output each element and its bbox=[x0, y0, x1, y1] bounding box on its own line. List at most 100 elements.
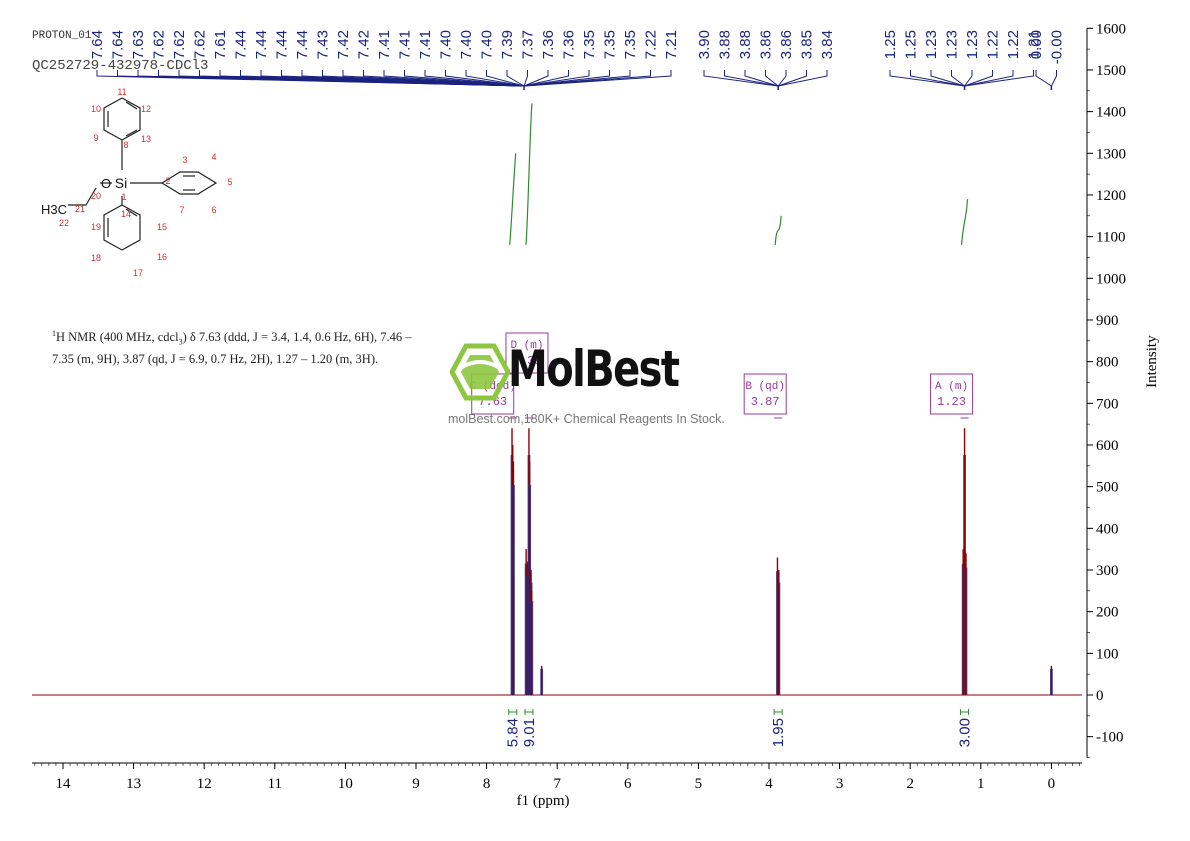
multiplet-box bbox=[505, 332, 549, 374]
x-tick-label: 5 bbox=[695, 776, 703, 792]
peak-label: 7.44 bbox=[253, 30, 270, 59]
peak-label-leader bbox=[889, 70, 965, 87]
y-axis-title: Intensity bbox=[1144, 335, 1160, 388]
atom-number: 15 bbox=[157, 222, 167, 232]
y-tick-label: 1400 bbox=[1096, 105, 1126, 121]
peak-label-leader bbox=[1050, 70, 1057, 87]
peak-label: 1.23 bbox=[964, 30, 981, 59]
peak-label: -0.00 bbox=[1049, 30, 1066, 64]
ethoxy-chain bbox=[68, 187, 97, 206]
y-tick-label: 1500 bbox=[1096, 63, 1126, 79]
double-bond bbox=[125, 101, 138, 110]
peak-label-leader bbox=[486, 70, 525, 87]
nmr-pre: H NMR (400 MHz, cdcl bbox=[56, 330, 179, 345]
peak-label: 1.25 bbox=[903, 30, 920, 59]
atom-number: 20 bbox=[91, 191, 101, 201]
integral-bracket-1 bbox=[524, 709, 534, 715]
peak-label-leader bbox=[910, 70, 965, 87]
phenyl-ring-right bbox=[161, 171, 218, 195]
peak-label: 7.35 bbox=[581, 30, 598, 59]
peak-label: 7.42 bbox=[335, 30, 352, 59]
peak-label: 7.41 bbox=[417, 30, 434, 59]
double-bond bbox=[125, 208, 138, 217]
multiplet-type: A (m) bbox=[935, 381, 968, 393]
peak-label: 7.40 bbox=[458, 30, 475, 59]
peak-label: 7.39 bbox=[499, 30, 516, 59]
watermark-tagline: molBest.com,180K+ Chemical Reagents In S… bbox=[448, 412, 725, 426]
peak-label-leader bbox=[765, 70, 779, 87]
integral-value: 5.84 bbox=[505, 718, 522, 747]
peak-label: 7.40 bbox=[479, 30, 496, 59]
y-tick-label: 300 bbox=[1096, 563, 1119, 579]
integral-value: 3.00 bbox=[957, 718, 974, 747]
peak-label: 7.62 bbox=[151, 30, 168, 59]
x-tick-label: 0 bbox=[1048, 776, 1056, 792]
y-tick-label: 400 bbox=[1096, 521, 1119, 537]
peak-label: 7.44 bbox=[294, 30, 311, 59]
integral-curve-1 bbox=[525, 103, 533, 246]
peak-label: 7.62 bbox=[171, 30, 188, 59]
peak-label-leader bbox=[465, 70, 525, 87]
x-tick-label: 11 bbox=[268, 776, 282, 792]
peak-label-leader bbox=[744, 70, 779, 87]
peak-label-leader bbox=[424, 70, 525, 87]
multiplet-box bbox=[930, 373, 974, 415]
atom-number: 22 bbox=[59, 218, 69, 228]
peak-label: 7.40 bbox=[438, 30, 455, 59]
atom-number: 10 bbox=[91, 104, 101, 114]
peak-label: 7.64 bbox=[110, 30, 127, 59]
atom-number: 19 bbox=[91, 222, 101, 232]
peak-label-leader bbox=[703, 70, 779, 87]
atom-number: 18 bbox=[91, 253, 101, 263]
peak-label-leader bbox=[964, 70, 1014, 87]
peak-label-leader bbox=[724, 70, 779, 87]
multiplet-shift: 1.23 bbox=[937, 395, 966, 409]
peak-label: 3.85 bbox=[799, 30, 816, 59]
peak-label: 1.23 bbox=[944, 30, 961, 59]
peak-label-leader bbox=[1035, 70, 1052, 87]
integral-bracket-0 bbox=[508, 709, 518, 715]
peak-label: 1.21 bbox=[1026, 30, 1043, 59]
y-tick-label: 1100 bbox=[1096, 230, 1125, 246]
peak-label-leader bbox=[523, 70, 569, 87]
atom-number: 5 bbox=[227, 177, 232, 187]
peak-label: 1.25 bbox=[882, 30, 899, 59]
x-tick-label: 8 bbox=[483, 776, 491, 792]
y-tick-label: 1600 bbox=[1096, 21, 1126, 37]
peak-label: 3.84 bbox=[819, 30, 836, 59]
atom-number: 4 bbox=[211, 152, 216, 162]
y-tick-label: 1300 bbox=[1096, 146, 1126, 162]
peak-label: 7.22 bbox=[643, 30, 660, 59]
peak-label-leader bbox=[523, 70, 672, 87]
x-tick-label: 12 bbox=[197, 776, 212, 792]
y-tick-label: -100 bbox=[1096, 730, 1124, 746]
peak-label: 7.43 bbox=[315, 30, 332, 59]
y-tick-label: 500 bbox=[1096, 480, 1119, 496]
peak-label: 7.42 bbox=[356, 30, 373, 59]
peak-label: 7.35 bbox=[602, 30, 619, 59]
x-tick-label: 9 bbox=[412, 776, 420, 792]
y-tick-label: 100 bbox=[1096, 646, 1119, 662]
nmr-post: ) δ 7.63 (ddd, J = 3.4, 1.4, 0.6 Hz, 6H)… bbox=[52, 330, 412, 366]
peak-label: 3.88 bbox=[717, 30, 734, 59]
peak-label-leader bbox=[777, 70, 787, 87]
x-tick-label: 4 bbox=[765, 776, 773, 792]
y-tick-label: 900 bbox=[1096, 313, 1119, 329]
x-axis-title: f1 (ppm) bbox=[517, 793, 570, 809]
nmr-sup: 1 bbox=[52, 329, 56, 338]
peak-label: 7.44 bbox=[233, 30, 250, 59]
peak-label: 1.22 bbox=[1005, 30, 1022, 59]
peak-label: 3.86 bbox=[758, 30, 775, 59]
atom-number: 11 bbox=[117, 87, 126, 97]
sample-label: QC252729-432978-CDCl3 bbox=[32, 58, 209, 74]
atom-number: 8 bbox=[123, 140, 128, 150]
y-tick-label: 0 bbox=[1096, 688, 1104, 704]
double-bond bbox=[125, 129, 138, 137]
multiplet-D: D (m) 7.39 bbox=[505, 332, 549, 419]
y-tick-label: 1000 bbox=[1096, 271, 1126, 287]
nmr-sub: 3 bbox=[178, 337, 183, 347]
peak-label-leader bbox=[383, 70, 525, 87]
x-tick-label: 13 bbox=[126, 776, 141, 792]
peak-label-leader bbox=[523, 70, 528, 87]
y-tick-label: 800 bbox=[1096, 355, 1119, 371]
